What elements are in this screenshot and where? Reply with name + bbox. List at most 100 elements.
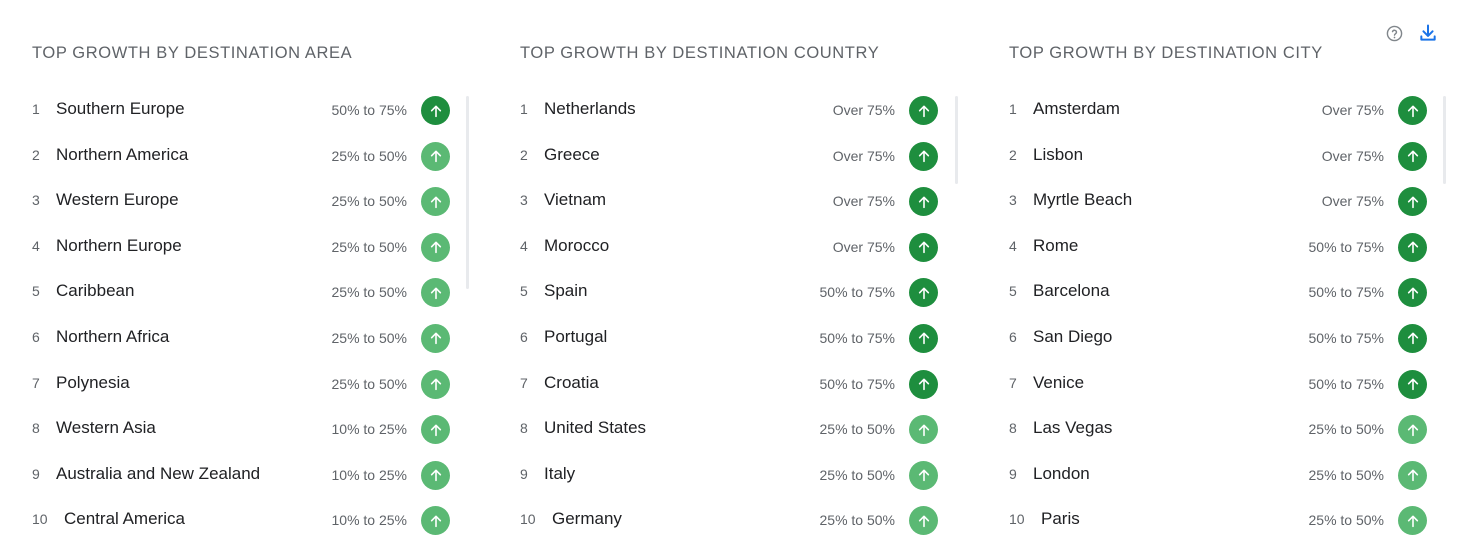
growth-range: 25% to 50%	[331, 284, 408, 301]
rank-number: 9	[32, 465, 40, 482]
rank-number: 7	[1009, 374, 1017, 391]
rank-number: 1	[1009, 101, 1017, 117]
rank-number: 6	[520, 328, 528, 345]
destination-name: Greece	[544, 144, 600, 164]
scrollbar[interactable]	[1443, 96, 1446, 184]
destination-name: Western Asia	[56, 418, 156, 438]
destination-name: Southern Europe	[56, 99, 185, 118]
growth-range: 50% to 75%	[331, 102, 408, 118]
arrow-up-icon	[421, 369, 450, 399]
destination-name: Portugal	[544, 326, 608, 346]
arrow-up-icon	[1398, 415, 1427, 445]
destination-name: Venice	[1033, 372, 1085, 392]
arrow-up-icon	[1398, 96, 1427, 125]
arrow-up-icon	[909, 96, 938, 125]
rank-number: 7	[32, 374, 40, 391]
list-item: 3 Myrtle Beach Over 75%	[1009, 179, 1449, 225]
list-item: 2 Lisbon Over 75%	[1009, 134, 1449, 180]
destination-name: Croatia	[544, 372, 599, 392]
column-title: TOP GROWTH BY DESTINATION CITY	[1009, 44, 1323, 62]
arrow-up-icon	[421, 96, 450, 125]
list-item: 5 Spain 50% to 75%	[520, 270, 960, 316]
ranking-list: 1 Netherlands Over 75% 2 Greece Over 75% 3 Viet…	[520, 88, 960, 544]
destination-name: United States	[544, 418, 647, 438]
list-item: 10 Paris 25% to 50%	[1009, 498, 1449, 544]
rank-number: 9	[520, 465, 528, 482]
destination-name: Spain	[544, 281, 588, 301]
ranking-list: 1 Southern Europe 50% to 75% 2 Northern Amer…	[32, 88, 472, 544]
growth-range: 25% to 50%	[1308, 421, 1385, 438]
destination-name: San Diego	[1033, 326, 1113, 346]
list-item: 1 Netherlands Over 75%	[520, 88, 960, 134]
country-column: TOP GROWTH BY DESTINATION COUNTRY 1 Nethe…	[520, 0, 960, 549]
area-column: TOP GROWTH BY DESTINATION AREA 1 Southern…	[32, 0, 472, 549]
header-actions	[1383, 22, 1439, 44]
growth-range: 50% to 75%	[1308, 375, 1385, 392]
rank-number: 10	[32, 511, 48, 528]
growth-range: Over 75%	[832, 147, 895, 164]
growth-range: 50% to 75%	[819, 329, 896, 346]
list-item: 2 Northern America 25% to 50%	[32, 134, 472, 180]
scrollbar[interactable]	[955, 96, 958, 184]
destination-name: Paris	[1041, 509, 1080, 529]
arrow-up-icon	[909, 369, 938, 399]
arrow-up-icon	[909, 232, 938, 262]
list-item: 10 Central America 10% to 25%	[32, 498, 472, 544]
rank-number: 3	[520, 192, 528, 209]
list-item: 3 Western Europe 25% to 50%	[32, 179, 472, 225]
destination-name: Netherlands	[544, 99, 636, 118]
growth-range: 50% to 75%	[819, 284, 896, 301]
arrow-up-icon	[421, 506, 450, 536]
column-title: TOP GROWTH BY DESTINATION AREA	[32, 44, 353, 62]
growth-range: 25% to 50%	[331, 147, 408, 164]
destination-name: Germany	[552, 509, 622, 529]
rank-number: 8	[32, 420, 40, 437]
rank-number: 5	[32, 283, 40, 300]
list-item: 6 Northern Africa 25% to 50%	[32, 316, 472, 362]
arrow-up-icon	[421, 323, 450, 353]
destination-name: Lisbon	[1033, 144, 1084, 164]
arrow-up-icon	[1398, 323, 1427, 353]
list-item: 5 Barcelona 50% to 75%	[1009, 270, 1449, 316]
arrow-up-icon	[909, 506, 938, 536]
ranking-list: 1 Amsterdam Over 75% 2 Lisbon Over 75% 3 Myrtle…	[1009, 88, 1449, 544]
list-item: 4 Northern Europe 25% to 50%	[32, 225, 472, 271]
rank-number: 9	[1009, 465, 1017, 482]
list-item: 7 Polynesia 25% to 50%	[32, 362, 472, 408]
list-item: 7 Croatia 50% to 75%	[520, 362, 960, 408]
growth-range: Over 75%	[1321, 102, 1384, 118]
list-item: 10 Germany 25% to 50%	[520, 498, 960, 544]
destination-name: Polynesia	[56, 372, 130, 392]
growth-range: Over 75%	[832, 238, 895, 255]
destination-name: Australia and New Zealand	[56, 463, 261, 483]
destination-name: Northern Europe	[56, 235, 182, 255]
destination-name: Central America	[64, 509, 185, 529]
arrow-up-icon	[1398, 369, 1427, 399]
help-circle-icon[interactable]	[1383, 22, 1405, 44]
scrollbar[interactable]	[466, 96, 469, 289]
rank-number: 1	[32, 101, 40, 117]
growth-range: Over 75%	[1321, 147, 1384, 164]
rank-number: 10	[1009, 511, 1025, 528]
rank-number: 2	[1009, 146, 1017, 163]
rank-number: 4	[32, 237, 40, 254]
rank-number: 8	[520, 420, 528, 437]
destination-name: Western Europe	[56, 190, 179, 210]
destination-name: Northern Africa	[56, 326, 170, 346]
growth-range: 10% to 25%	[331, 466, 408, 483]
destination-name: Myrtle Beach	[1033, 190, 1133, 210]
download-icon[interactable]	[1417, 22, 1439, 44]
arrow-up-icon	[421, 460, 450, 490]
arrow-up-icon	[421, 232, 450, 262]
rank-number: 4	[1009, 237, 1017, 254]
list-item: 8 Western Asia 10% to 25%	[32, 407, 472, 453]
growth-range: 25% to 50%	[819, 466, 896, 483]
growth-range: 25% to 50%	[819, 512, 896, 529]
arrow-up-icon	[1398, 187, 1427, 217]
arrow-up-icon	[1398, 460, 1427, 490]
destination-name: Caribbean	[56, 281, 135, 301]
list-item: 4 Morocco Over 75%	[520, 225, 960, 271]
growth-range: 25% to 50%	[331, 238, 408, 255]
arrow-up-icon	[909, 323, 938, 353]
destination-name: Amsterdam	[1033, 99, 1120, 118]
